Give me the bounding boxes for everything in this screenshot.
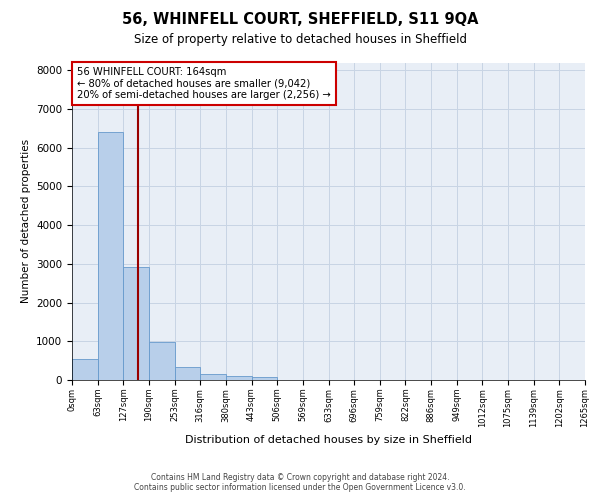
Text: 56 WHINFELL COURT: 164sqm
← 80% of detached houses are smaller (9,042)
20% of se: 56 WHINFELL COURT: 164sqm ← 80% of detac… [77, 68, 331, 100]
Bar [200, 374, 226, 380]
Bar [124, 267, 149, 380]
Bar [72, 358, 98, 380]
Text: Size of property relative to detached houses in Sheffield: Size of property relative to detached ho… [133, 32, 467, 46]
Bar [226, 376, 251, 380]
Bar [175, 367, 200, 380]
X-axis label: Distribution of detached houses by size in Sheffield: Distribution of detached houses by size … [185, 435, 472, 445]
Bar [98, 132, 124, 380]
Bar [149, 342, 175, 380]
Text: Contains HM Land Registry data © Crown copyright and database right 2024.
Contai: Contains HM Land Registry data © Crown c… [134, 473, 466, 492]
Text: 56, WHINFELL COURT, SHEFFIELD, S11 9QA: 56, WHINFELL COURT, SHEFFIELD, S11 9QA [122, 12, 478, 28]
Y-axis label: Number of detached properties: Number of detached properties [20, 139, 31, 304]
Bar [251, 377, 277, 380]
